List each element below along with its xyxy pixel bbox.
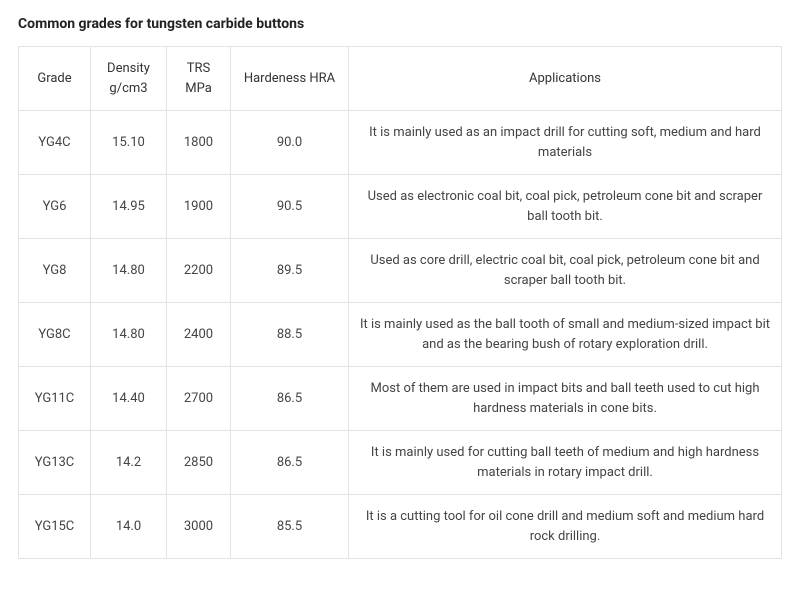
cell-hra: 90.5 bbox=[231, 175, 349, 239]
cell-trs: 2700 bbox=[167, 367, 231, 431]
cell-density: 14.0 bbox=[91, 495, 167, 559]
cell-app: It is mainly used as the ball tooth of s… bbox=[349, 303, 782, 367]
cell-grade: YG6 bbox=[19, 175, 91, 239]
cell-grade: YG8 bbox=[19, 239, 91, 303]
cell-hra: 86.5 bbox=[231, 431, 349, 495]
cell-density: 14.95 bbox=[91, 175, 167, 239]
cell-hra: 88.5 bbox=[231, 303, 349, 367]
col-density: Density g/cm3 bbox=[91, 47, 167, 111]
cell-grade: YG4C bbox=[19, 111, 91, 175]
cell-app: It is mainly used as an impact drill for… bbox=[349, 111, 782, 175]
col-grade: Grade bbox=[19, 47, 91, 111]
cell-app: Used as core drill, electric coal bit, c… bbox=[349, 239, 782, 303]
col-trs: TRS MPa bbox=[167, 47, 231, 111]
cell-hra: 86.5 bbox=[231, 367, 349, 431]
cell-density: 14.80 bbox=[91, 239, 167, 303]
cell-hra: 90.0 bbox=[231, 111, 349, 175]
col-applications: Applications bbox=[349, 47, 782, 111]
grades-table: Grade Density g/cm3 TRS MPa Hardeness HR… bbox=[18, 46, 782, 559]
cell-grade: YG13C bbox=[19, 431, 91, 495]
cell-hra: 85.5 bbox=[231, 495, 349, 559]
cell-trs: 2850 bbox=[167, 431, 231, 495]
cell-density: 14.40 bbox=[91, 367, 167, 431]
cell-trs: 3000 bbox=[167, 495, 231, 559]
cell-density: 14.2 bbox=[91, 431, 167, 495]
cell-trs: 1800 bbox=[167, 111, 231, 175]
cell-app: Used as electronic coal bit, coal pick, … bbox=[349, 175, 782, 239]
cell-hra: 89.5 bbox=[231, 239, 349, 303]
table-row: YG8C 14.80 2400 88.5 It is mainly used a… bbox=[19, 303, 782, 367]
table-row: YG13C 14.2 2850 86.5 It is mainly used f… bbox=[19, 431, 782, 495]
table-row: YG15C 14.0 3000 85.5 It is a cutting too… bbox=[19, 495, 782, 559]
cell-app: Most of them are used in impact bits and… bbox=[349, 367, 782, 431]
cell-density: 15.10 bbox=[91, 111, 167, 175]
cell-trs: 2400 bbox=[167, 303, 231, 367]
table-row: YG11C 14.40 2700 86.5 Most of them are u… bbox=[19, 367, 782, 431]
col-hardness: Hardeness HRA bbox=[231, 47, 349, 111]
table-header-row: Grade Density g/cm3 TRS MPa Hardeness HR… bbox=[19, 47, 782, 111]
page-title: Common grades for tungsten carbide butto… bbox=[18, 16, 782, 32]
cell-grade: YG15C bbox=[19, 495, 91, 559]
cell-app: It is a cutting tool for oil cone drill … bbox=[349, 495, 782, 559]
cell-density: 14.80 bbox=[91, 303, 167, 367]
cell-trs: 2200 bbox=[167, 239, 231, 303]
table-row: YG6 14.95 1900 90.5 Used as electronic c… bbox=[19, 175, 782, 239]
cell-trs: 1900 bbox=[167, 175, 231, 239]
table-row: YG8 14.80 2200 89.5 Used as core drill, … bbox=[19, 239, 782, 303]
cell-grade: YG8C bbox=[19, 303, 91, 367]
cell-grade: YG11C bbox=[19, 367, 91, 431]
table-row: YG4C 15.10 1800 90.0 It is mainly used a… bbox=[19, 111, 782, 175]
cell-app: It is mainly used for cutting ball teeth… bbox=[349, 431, 782, 495]
